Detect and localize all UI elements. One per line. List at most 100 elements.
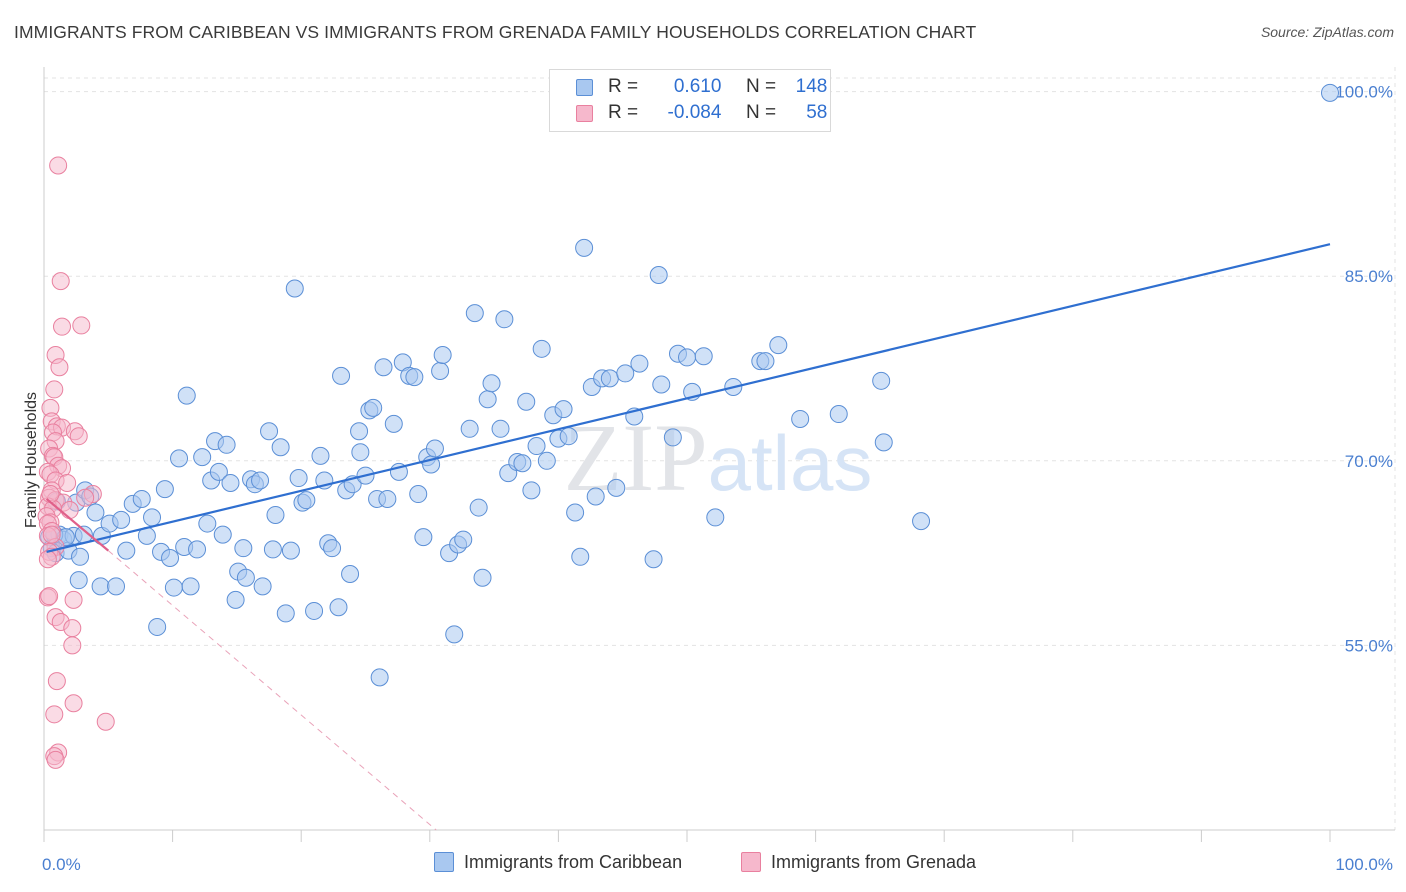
data-point-caribbean xyxy=(652,375,671,394)
bottom-legend-label: Immigrants from Grenada xyxy=(771,852,977,872)
data-point-grenada xyxy=(50,358,69,377)
data-point-caribbean xyxy=(769,336,788,355)
bottom-legend-swatch-pink xyxy=(741,852,761,872)
data-point-grenada xyxy=(42,525,61,544)
data-point-caribbean xyxy=(537,451,556,470)
data-point-caribbean xyxy=(181,577,200,596)
data-point-caribbean xyxy=(630,354,649,373)
data-point-caribbean xyxy=(364,398,383,417)
data-point-caribbean xyxy=(213,525,232,544)
data-point-caribbean xyxy=(251,471,270,490)
data-point-caribbean xyxy=(532,339,551,358)
y-tick-label: 85.0% xyxy=(1345,267,1393,286)
data-point-caribbean xyxy=(161,549,180,568)
data-point-caribbean xyxy=(370,668,389,687)
data-point-caribbean xyxy=(86,503,105,522)
data-point-caribbean xyxy=(374,358,393,377)
data-point-caribbean xyxy=(217,435,236,454)
data-point-caribbean xyxy=(791,409,810,428)
data-point-caribbean xyxy=(276,604,295,623)
source-label: Source: ZipAtlas.com xyxy=(1260,24,1394,40)
watermark-text: ZIPatlas xyxy=(564,404,873,511)
data-point-caribbean xyxy=(566,503,585,522)
data-point-caribbean xyxy=(69,571,88,590)
legend-r-label: R = xyxy=(608,76,639,97)
data-point-grenada xyxy=(45,380,64,399)
data-point-caribbean xyxy=(332,366,351,385)
legend-n-value: 148 xyxy=(795,76,828,97)
legend-n-value: 58 xyxy=(806,102,828,123)
data-point-caribbean xyxy=(281,541,300,560)
data-point-caribbean xyxy=(649,265,668,284)
x-tick-label: 100.0% xyxy=(1335,855,1393,874)
trend-lines xyxy=(45,243,1331,831)
data-point-caribbean xyxy=(522,481,541,500)
data-point-caribbean xyxy=(409,485,428,504)
data-point-caribbean xyxy=(600,369,619,388)
data-point-caribbean xyxy=(266,505,285,524)
data-point-grenada xyxy=(53,317,72,336)
data-point-caribbean xyxy=(478,390,497,409)
data-point-caribbean xyxy=(756,352,775,371)
data-point-caribbean xyxy=(482,374,501,393)
x-tick-labels: 0.0% 100.0% xyxy=(42,855,1393,874)
stats-legend: R = 0.610 N = 148 R = -0.084 N = 58 xyxy=(549,69,831,132)
data-point-caribbean xyxy=(706,508,725,527)
data-point-caribbean xyxy=(384,414,403,433)
data-point-caribbean xyxy=(829,405,848,424)
y-tick-labels: 55.0% 70.0% 85.0% 100.0% xyxy=(1335,83,1393,656)
data-point-caribbean xyxy=(874,433,893,452)
data-point-caribbean xyxy=(253,577,272,596)
data-point-caribbean xyxy=(586,487,605,506)
data-point-caribbean xyxy=(663,428,682,447)
y-axis-title: Family Households xyxy=(23,392,40,528)
data-point-grenada xyxy=(51,272,70,291)
data-point-grenada xyxy=(47,672,66,691)
data-point-caribbean xyxy=(351,443,370,462)
legend-swatch-pink xyxy=(576,105,593,122)
data-point-caribbean xyxy=(473,568,492,587)
legend-n-label: N = xyxy=(745,76,777,97)
data-point-caribbean xyxy=(616,364,635,383)
trend-line-caribbean xyxy=(46,243,1331,553)
data-point-grenada xyxy=(40,587,59,606)
data-point-caribbean xyxy=(341,565,360,584)
data-point-caribbean xyxy=(112,510,131,529)
data-point-caribbean xyxy=(117,541,136,560)
data-point-caribbean xyxy=(263,540,282,559)
x-tick-label: 0.0% xyxy=(42,855,81,874)
data-point-grenada xyxy=(46,750,65,769)
data-point-caribbean xyxy=(469,498,488,517)
data-point-caribbean xyxy=(209,462,228,481)
grenada-points xyxy=(37,156,115,769)
data-point-caribbean xyxy=(193,448,212,467)
data-point-caribbean xyxy=(527,437,546,456)
data-point-caribbean xyxy=(305,601,324,620)
data-point-caribbean xyxy=(491,419,510,438)
data-point-grenada xyxy=(49,156,68,175)
trend-extension-grenada xyxy=(107,550,437,831)
data-point-caribbean xyxy=(132,489,151,508)
data-point-caribbean xyxy=(554,400,573,419)
data-point-caribbean xyxy=(289,469,308,488)
y-tick-label: 55.0% xyxy=(1345,636,1393,655)
data-point-grenada xyxy=(58,473,77,492)
legend-r-label: R = xyxy=(608,102,639,123)
data-point-caribbean xyxy=(198,514,217,533)
data-point-caribbean xyxy=(460,419,479,438)
data-point-caribbean xyxy=(271,438,290,457)
data-point-caribbean xyxy=(1321,83,1339,102)
data-point-caribbean xyxy=(495,310,514,329)
data-point-caribbean xyxy=(234,539,253,558)
data-point-caribbean xyxy=(164,578,183,597)
bottom-legend-swatch-blue xyxy=(434,852,454,872)
data-point-caribbean xyxy=(465,304,484,323)
data-point-caribbean xyxy=(148,617,167,636)
data-point-caribbean xyxy=(188,540,207,559)
data-point-grenada xyxy=(38,550,57,569)
data-point-caribbean xyxy=(678,348,696,367)
data-point-grenada xyxy=(63,636,82,655)
trend-line-grenada xyxy=(45,498,110,552)
data-point-grenada xyxy=(64,590,83,609)
